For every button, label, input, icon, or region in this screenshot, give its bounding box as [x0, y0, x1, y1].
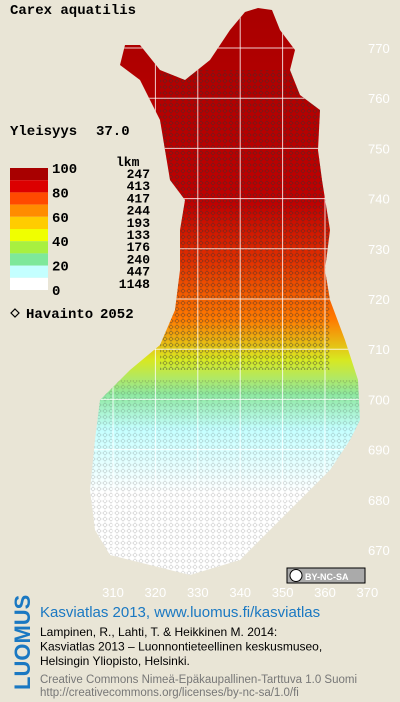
- species-title: Carex aquatilis: [10, 3, 136, 19]
- legend-count: 240: [127, 252, 151, 267]
- citation-line: Lampinen, R., Lahti, T. & Heikkinen M. 2…: [40, 625, 277, 639]
- legend-scale-label: 20: [52, 260, 69, 276]
- legend-count: 133: [127, 228, 151, 243]
- northing-label: 770: [368, 41, 390, 56]
- easting-label: 340: [229, 585, 251, 600]
- easting-label: 350: [272, 585, 294, 600]
- northing-label: 690: [368, 443, 390, 458]
- easting-label: 310: [102, 585, 124, 600]
- legend-count: 1148: [119, 277, 150, 292]
- easting-label: 330: [187, 585, 209, 600]
- legend-scale-label: 100: [52, 162, 77, 178]
- legend-swatch: [10, 180, 48, 193]
- footer-link: Kasviatlas 2013, www.luomus.fi/kasviatla…: [40, 604, 320, 621]
- license-line: Creative Commons Nimeä-Epäkaupallinen-Ta…: [40, 674, 357, 686]
- legend-unit: lkm: [116, 155, 140, 170]
- legend-scale-label: 0: [52, 284, 60, 300]
- easting-label: 370: [357, 585, 379, 600]
- northing-label: 700: [368, 392, 390, 407]
- northing-label: 670: [368, 543, 390, 558]
- legend-count: 247: [127, 167, 150, 182]
- northing-label: 760: [368, 91, 390, 106]
- logo: LUOMUS: [10, 595, 35, 690]
- license-line: http://creativecommons.org/licenses/by-n…: [40, 687, 299, 699]
- legend-swatch: [10, 241, 48, 254]
- legend-swatch: [10, 204, 48, 217]
- northing-label: 680: [368, 493, 390, 508]
- legend-swatch: [10, 168, 48, 181]
- frequency-label: Yleisyys: [10, 124, 77, 140]
- northing-label: 730: [368, 242, 390, 257]
- legend-scale-label: 80: [52, 186, 69, 202]
- citation-line: Kasviatlas 2013 – Luonnontieteellinen ke…: [40, 640, 322, 654]
- easting-label: 360: [314, 585, 336, 600]
- observation-count: 2052: [100, 307, 134, 323]
- observation-symbol: [10, 308, 20, 318]
- legend-scale-label: 40: [52, 235, 69, 251]
- northing-label: 710: [368, 342, 390, 357]
- legend-count: 193: [127, 216, 151, 231]
- legend-swatch: [10, 277, 48, 290]
- legend-swatch: [10, 265, 48, 278]
- legend-count: 176: [127, 240, 151, 255]
- easting-label: 320: [145, 585, 167, 600]
- legend-count: 447: [127, 265, 150, 280]
- legend-count: 417: [127, 191, 150, 206]
- license-badge: BY-NC-SA: [286, 567, 366, 584]
- legend-scale-label: 60: [52, 211, 69, 227]
- legend-swatch: [10, 253, 48, 266]
- observation-dots: [160, 70, 330, 370]
- citation-line: Helsingin Yliopisto, Helsinki.: [40, 654, 190, 668]
- legend-swatch: [10, 216, 48, 229]
- legend-count: 244: [127, 204, 151, 219]
- legend-swatch: [10, 229, 48, 242]
- legend-count: 413: [127, 179, 151, 194]
- northing-label: 740: [368, 192, 390, 207]
- legend-swatch: [10, 192, 48, 205]
- frequency-value: 37.0: [96, 124, 130, 140]
- northing-label: 750: [368, 141, 390, 156]
- license-badge-text: BY-NC-SA: [305, 572, 349, 582]
- northing-label: 720: [368, 292, 390, 307]
- observation-label: Havainto: [26, 307, 93, 323]
